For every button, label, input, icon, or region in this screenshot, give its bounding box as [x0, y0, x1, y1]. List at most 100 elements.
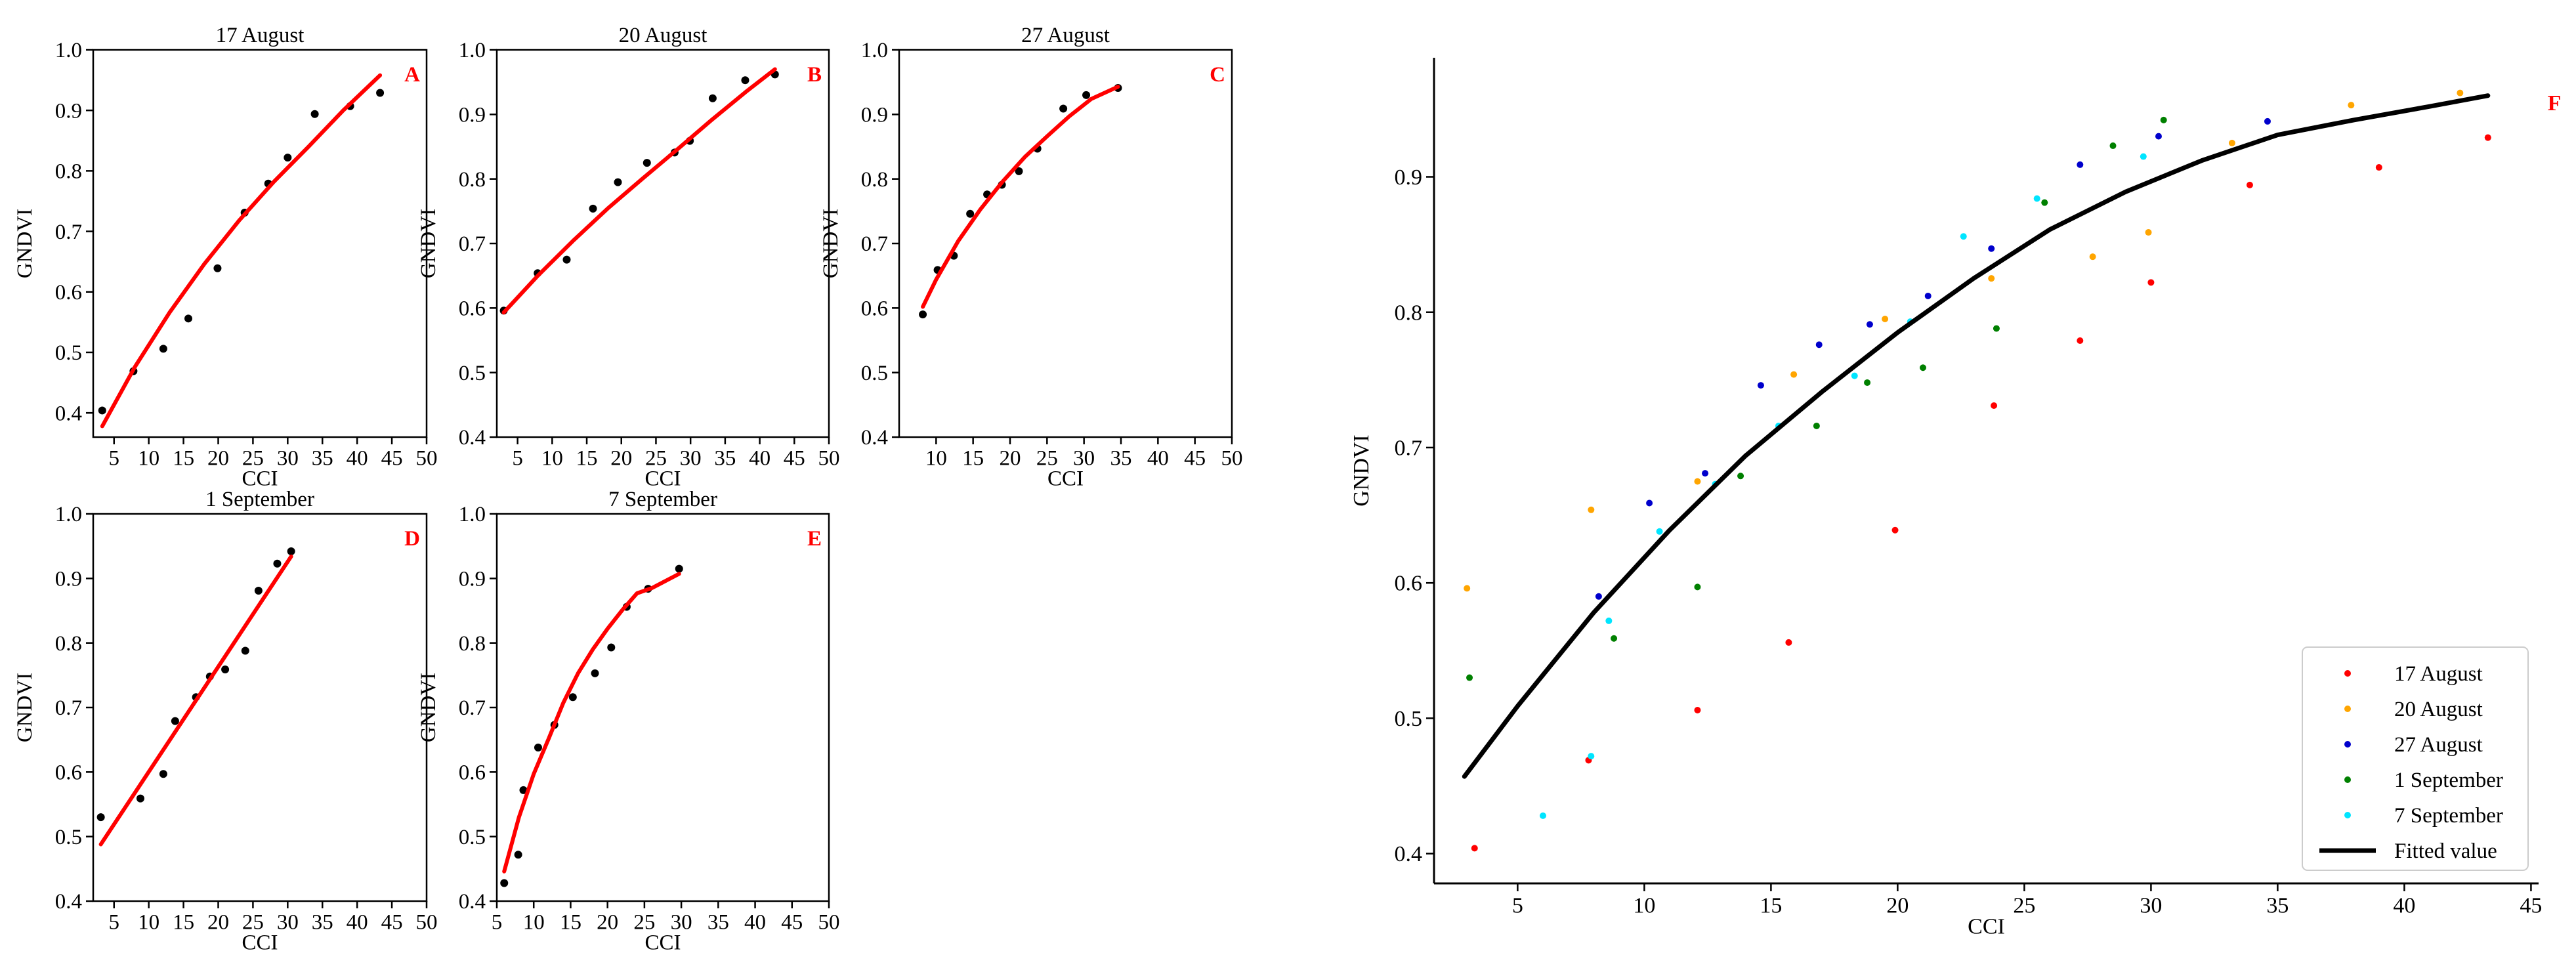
x-tick-label: 15: [962, 446, 984, 470]
x-tick-label: 45: [2520, 893, 2542, 918]
y-tick-label: 0.8: [55, 160, 82, 184]
data-point: [591, 669, 599, 677]
x-tick-label: 5: [109, 910, 120, 934]
data-point: [2077, 337, 2084, 345]
panel-b: 5 10 15 20 25 30 35 40 45 50 0.4 0.5 0.6 0.7 0.8 0.9 1.0…: [417, 24, 840, 491]
legend-box: [2302, 646, 2529, 871]
y-tick-label: 0.7: [861, 232, 888, 256]
x-tick-label: 35: [312, 446, 333, 470]
data-point: [1960, 233, 1967, 240]
x-tick-label: 50: [818, 910, 840, 934]
legend-entry: 27 August: [2394, 733, 2483, 757]
data-point: [1919, 364, 1926, 371]
data-point: [287, 547, 295, 556]
data-point: [2089, 253, 2096, 261]
data-point: [519, 786, 528, 794]
data-point: [1813, 422, 1820, 429]
x-tick-label: 5: [512, 446, 523, 470]
data-point: [1466, 674, 1473, 681]
data-point: [1882, 316, 1889, 323]
data-point: [2375, 164, 2382, 171]
x-tick-label: 20: [610, 446, 632, 470]
data-point: [1656, 528, 1663, 535]
data-point: [708, 94, 717, 102]
x-tick-label: 40: [749, 446, 771, 470]
data-point: [1694, 583, 1701, 591]
x-tick-label: 10: [138, 446, 159, 470]
data-point: [2264, 117, 2271, 125]
data-point: [136, 794, 144, 803]
x-tick-label: 35: [1110, 446, 1132, 470]
data-point: [1988, 275, 1995, 282]
data-point: [500, 879, 509, 887]
data-point: [1737, 473, 1744, 480]
x-axis-label: CCI: [1968, 915, 2005, 939]
data-point: [221, 665, 230, 673]
y-tick-label: 0.4: [1395, 842, 1423, 866]
y-tick-label: 0.8: [459, 632, 486, 656]
y-tick-label: 0.4: [459, 426, 486, 450]
y-tick-label: 0.9: [861, 104, 888, 127]
data-point: [1757, 382, 1764, 389]
x-tick-label: 35: [707, 910, 729, 934]
x-tick-label: 15: [576, 446, 598, 470]
x-tick-label: 10: [1633, 893, 1655, 918]
x-tick-label: 10: [138, 910, 159, 934]
chart-title: 1 September: [205, 488, 314, 511]
data-point: [1611, 635, 1618, 642]
y-tick-label: 1.0: [459, 39, 486, 62]
y-tick-label: 0.6: [55, 281, 82, 305]
panel-label: B: [807, 63, 822, 87]
data-point: [1694, 707, 1701, 714]
data-point: [1082, 91, 1091, 99]
y-tick-label: 0.4: [55, 890, 82, 914]
panel-label: E: [807, 527, 822, 551]
x-axis-label: CCI: [1047, 467, 1084, 491]
x-tick-label: 45: [1184, 446, 1206, 470]
data-point: [589, 204, 597, 213]
x-tick-label: 30: [1073, 446, 1095, 470]
y-tick-label: 0.9: [55, 568, 82, 591]
data-point: [159, 345, 167, 353]
y-axis-label: GNDVI: [417, 673, 440, 742]
x-axis-label: CCI: [644, 467, 681, 491]
data-point: [1646, 499, 1653, 507]
x-tick-label: 50: [416, 910, 438, 934]
data-point: [2041, 199, 2048, 206]
data-point: [2160, 116, 2167, 123]
x-tick-label: 25: [1036, 446, 1058, 470]
data-point: [1588, 753, 1595, 760]
panel-e: 5 10 15 20 25 30 35 40 45 50 0.4 0.5 0.6 0.7 0.8 0.9 1.0…: [417, 488, 840, 955]
data-point: [1015, 167, 1023, 175]
panel-d: 5 10 15 20 25 30 35 40 45 50 0.4 0.5 0.6 0.7 0.8 0.9 1.0…: [13, 488, 438, 955]
x-tick-label: 5: [1512, 893, 1523, 918]
data-point: [2484, 134, 2491, 141]
data-point: [1471, 845, 1478, 852]
legend-entry: Fitted value: [2394, 839, 2497, 863]
x-tick-label: 40: [347, 910, 368, 934]
data-point: [562, 255, 571, 264]
legend-entry: 20 August: [2394, 698, 2483, 721]
data-point: [2145, 229, 2152, 236]
panel-label: F: [2548, 91, 2562, 116]
panel-c: 10 15 20 25 30 35 40 45 50 0.4 0.5 0.6 0.7 0.8 0.9 1.0 C…: [819, 24, 1243, 491]
y-tick-label: 0.7: [55, 221, 82, 244]
data-point: [1785, 639, 1792, 646]
x-tick-label: 40: [744, 910, 766, 934]
x-tick-label: 10: [925, 446, 947, 470]
x-tick-label: 30: [2140, 893, 2162, 918]
y-axis-label: GNDVI: [819, 209, 843, 278]
x-tick-label: 40: [2393, 893, 2415, 918]
data-point: [919, 310, 927, 319]
data-point: [741, 76, 750, 85]
plot-frame: [92, 513, 428, 902]
data-point: [1790, 371, 1798, 378]
x-tick-label: 20: [597, 910, 618, 934]
legend: 17 August 20 August 27 August 1 September 7 …: [2302, 646, 2529, 871]
data-point: [614, 178, 622, 186]
data-point: [1993, 325, 2000, 332]
legend-marker: [2344, 776, 2351, 783]
chart-title: 17 August: [216, 24, 305, 47]
y-tick-label: 0.6: [459, 297, 486, 321]
